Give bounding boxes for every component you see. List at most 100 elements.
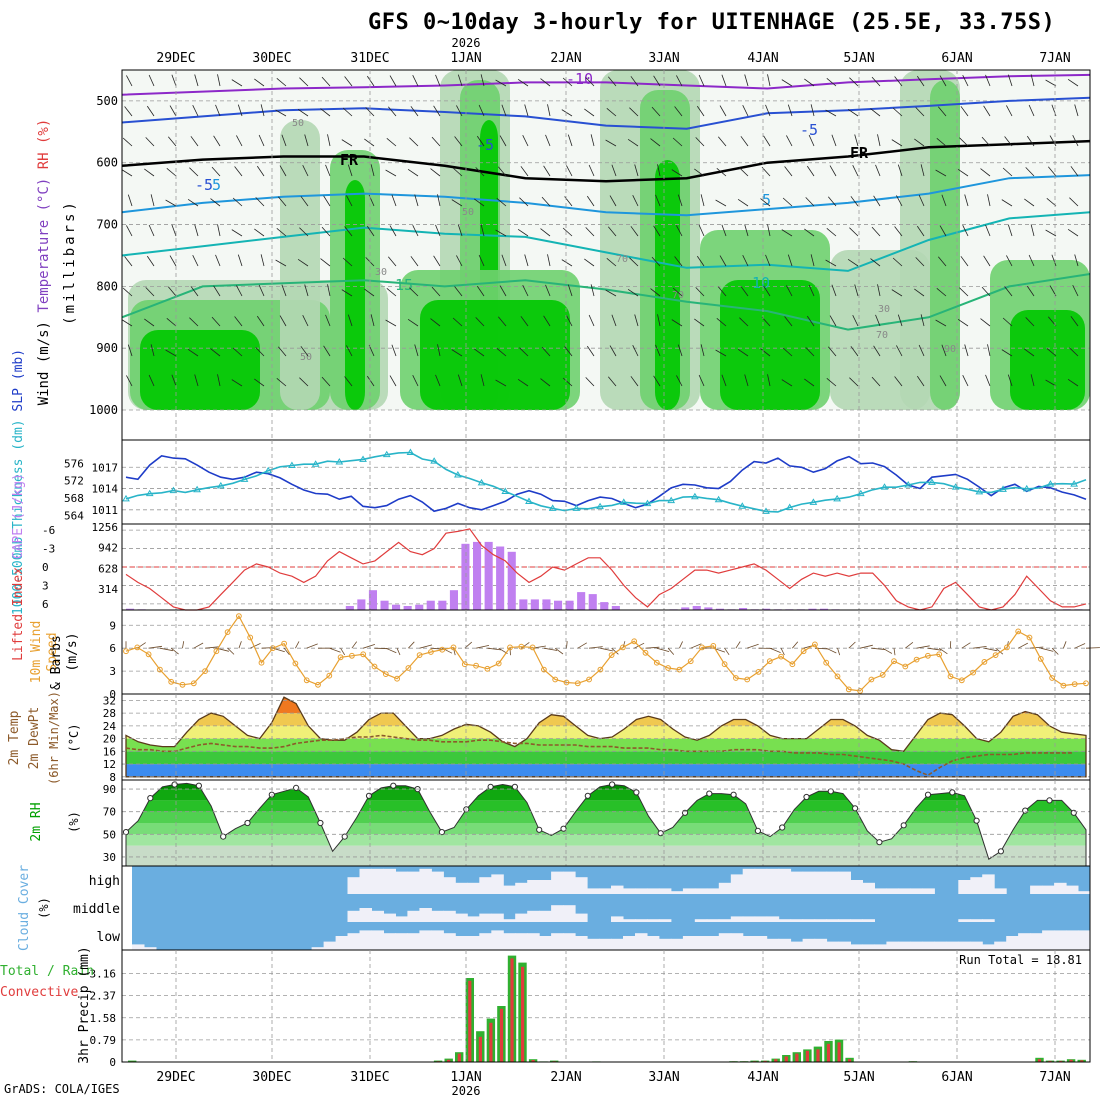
wind-barb [215, 104, 221, 117]
rh-marker [584, 792, 591, 799]
wind-barb [742, 105, 749, 117]
li-line [125, 528, 1087, 611]
cloud-clear-cell [646, 919, 660, 922]
isotherm-label: -5 [195, 176, 213, 194]
cloud-clear-cell [635, 933, 648, 950]
cloud-clear-cell [467, 936, 480, 950]
pressure-tick-label: 600 [96, 156, 118, 170]
wind-barb [651, 106, 661, 117]
wind-barb [524, 254, 529, 267]
cape-bar [438, 600, 447, 610]
wind-barb [781, 79, 793, 87]
cloud-clear-cell [646, 936, 660, 950]
wind-barb [657, 314, 661, 327]
wind-barb [279, 315, 287, 327]
cloud-clear-cell [539, 880, 552, 894]
cloud-clear-cell [1066, 930, 1079, 950]
wind-barb [676, 75, 683, 87]
wind-barb [1004, 286, 1013, 297]
cloud-clear-cell [599, 938, 612, 950]
wind-speed-marker [473, 662, 480, 669]
cloud-clear-cell [754, 916, 768, 922]
thickness-line [125, 451, 1087, 513]
wind-speed-marker [857, 688, 863, 694]
thickness-marker [453, 471, 462, 478]
temp-tick-label: 28 [103, 707, 116, 720]
wind-barb [236, 285, 243, 297]
bottom-date-label: 5JAN [843, 1070, 874, 1085]
wind-barb [964, 344, 969, 357]
surface-wind-barb [667, 647, 675, 655]
rh-shading [345, 180, 365, 410]
wind-barb [547, 254, 551, 267]
cloud-clear-cell [874, 944, 887, 950]
wind-barb [431, 136, 441, 147]
wind-barb [831, 134, 837, 147]
wind-barb [630, 376, 639, 387]
precip-convective-bar [489, 1022, 493, 1062]
wind-barb [190, 286, 199, 297]
cloud-clear-cell [563, 871, 576, 894]
wind-barb [217, 374, 221, 387]
wind-barb [760, 348, 771, 357]
wind-barb [767, 74, 771, 87]
precip-convective-bar [499, 1008, 504, 1062]
wind-speed-marker [315, 681, 321, 688]
wind-barb [260, 104, 265, 117]
temp-band [126, 751, 1086, 765]
pressure-axis-title: (millibars) [62, 199, 78, 325]
left-axis-titles: Wind (m/s) Temperature (°C) RH (%) [36, 119, 52, 406]
wind-barb [1030, 224, 1035, 237]
wind-tick-label: 0 [109, 688, 116, 701]
precip-convective-bar [805, 1050, 809, 1062]
wind-barb [452, 317, 463, 327]
cloud-clear-cell [443, 877, 456, 894]
wind-barb [190, 136, 199, 147]
thickness-marker [477, 478, 486, 486]
wind-speed-marker [258, 659, 265, 666]
bottom-date-label: 6JAN [941, 1070, 972, 1085]
rh-band [126, 811, 1086, 823]
cape-bar [820, 608, 829, 610]
wind-axis-barbs: & Barbs [49, 635, 64, 690]
wind-barb [1028, 104, 1035, 117]
wind-barb [650, 288, 661, 297]
wind-barb [215, 254, 221, 267]
cloud-clear-cell [623, 936, 636, 950]
wind-speed-marker [529, 644, 536, 651]
wind-tick-label: 6 [109, 642, 116, 655]
cloud-clear-cell [479, 933, 492, 950]
wind-barb [985, 224, 991, 237]
top-date-label: 6JAN [941, 51, 972, 66]
surface-wind-barb [724, 647, 730, 656]
wind-barb [871, 376, 881, 387]
rh-shading [720, 280, 820, 410]
rh-marker [317, 819, 324, 827]
cloud-clear-cell [814, 871, 828, 894]
wind-barb [297, 108, 309, 117]
wind-barb [849, 377, 859, 387]
surface-wind-barb [973, 646, 987, 649]
wind-barb [962, 225, 969, 237]
wind-barb [782, 347, 793, 357]
cloud-clear-cell [682, 936, 696, 950]
thickness-marker [999, 485, 1007, 492]
wind-barb [896, 345, 903, 357]
cloud-clear-cell [395, 933, 408, 950]
wind-barb [607, 76, 617, 87]
cloud-clear-cell [491, 930, 504, 950]
cloud-clear-cell [658, 919, 672, 922]
wind-barb [126, 225, 133, 237]
wind-barb [671, 169, 683, 177]
wind-barb [1072, 135, 1079, 147]
wind-barb [145, 137, 155, 147]
wind-barb [522, 285, 529, 297]
wind-barb [341, 289, 353, 297]
wind-barb [256, 315, 265, 327]
wind-barb [217, 224, 221, 237]
surface-wind-barb [961, 642, 971, 649]
wind-barb [496, 347, 507, 357]
wind-barb [299, 377, 309, 387]
wind-speed-marker [812, 641, 818, 648]
